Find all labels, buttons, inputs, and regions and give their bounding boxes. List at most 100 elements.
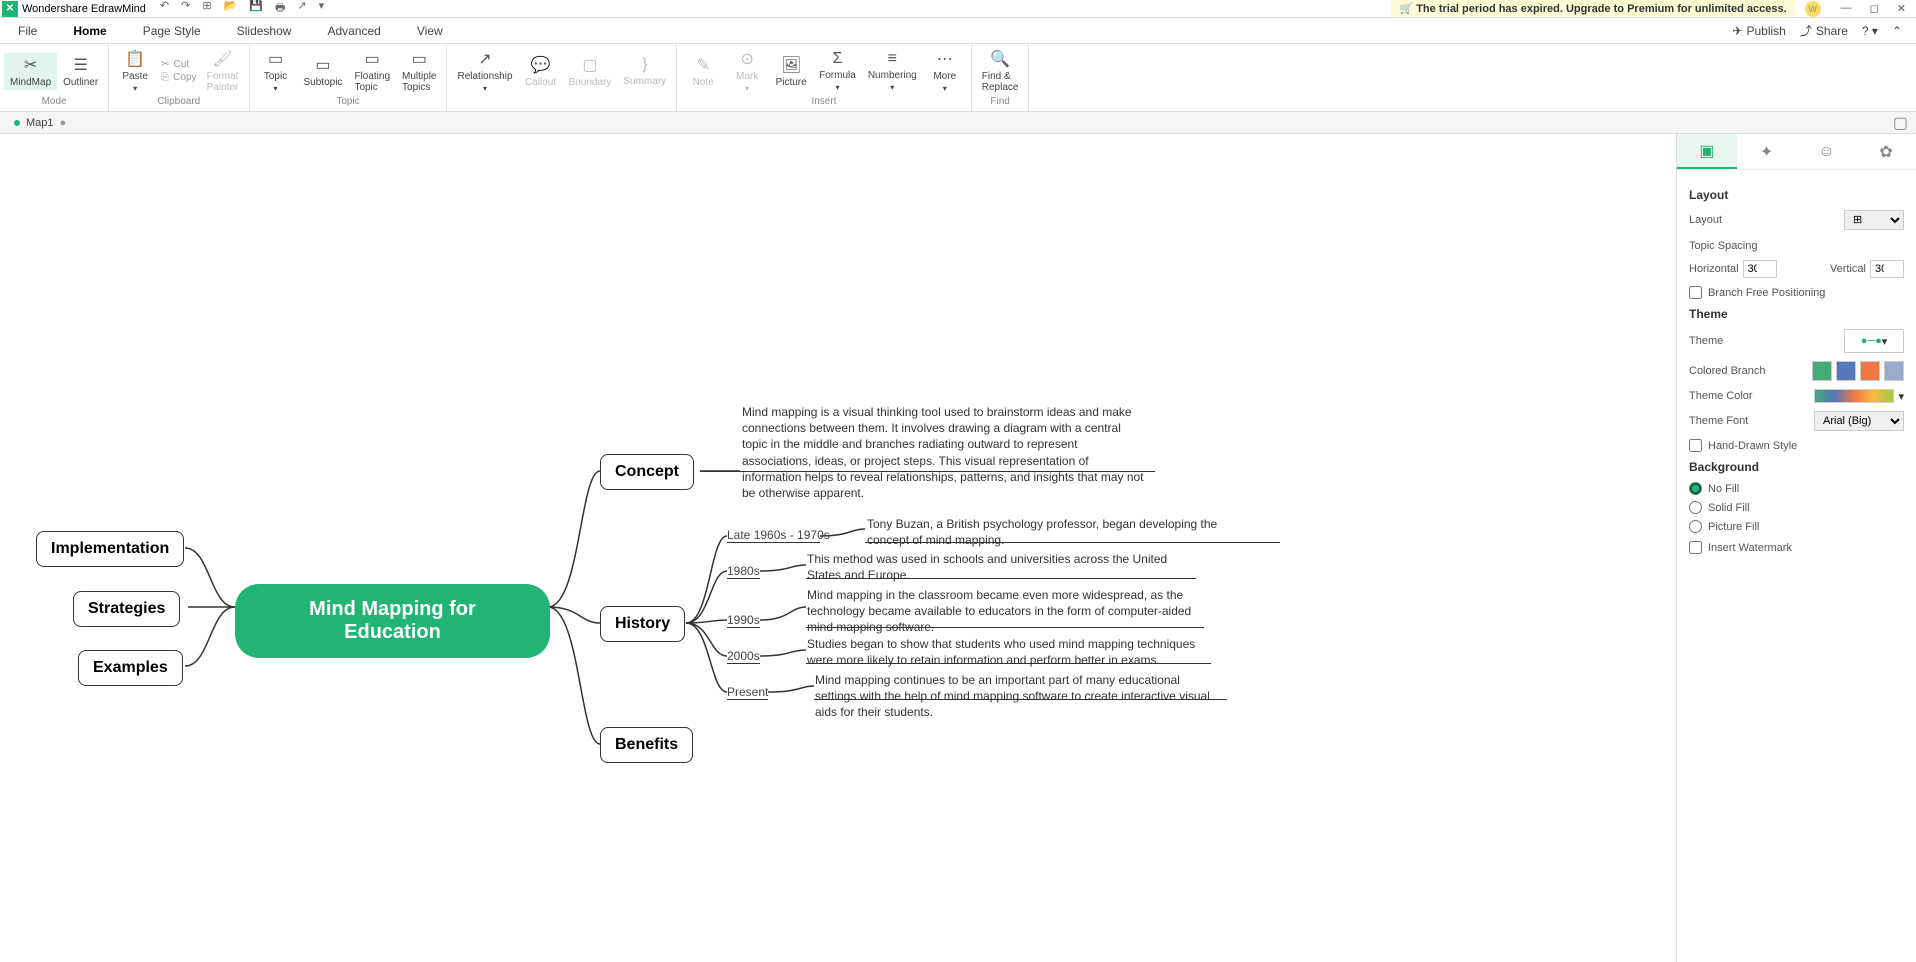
history-period-4[interactable]: Present xyxy=(727,685,768,699)
node-concept[interactable]: Concept xyxy=(600,454,694,490)
open-icon[interactable]: 📂 xyxy=(224,0,238,18)
user-avatar[interactable]: W xyxy=(1805,1,1821,17)
main-area: Mind Mapping for Education Implementatio… xyxy=(0,134,1916,962)
node-strategies[interactable]: Strategies xyxy=(73,591,180,627)
export-icon[interactable]: ↗ xyxy=(297,0,306,18)
tab-slideshow[interactable]: Slideshow xyxy=(219,18,310,43)
relationship-icon: ↗ xyxy=(478,49,491,69)
mark-icon: ⊙ xyxy=(740,49,753,69)
watermark-checkbox[interactable] xyxy=(1689,541,1702,554)
history-text-0[interactable]: Tony Buzan, a British psychology profess… xyxy=(867,516,1262,548)
horizontal-label: Horizontal xyxy=(1689,263,1739,275)
theme-font-select[interactable]: Arial (Big) xyxy=(1814,411,1904,431)
theme-label: Theme xyxy=(1689,335,1723,347)
history-period-1[interactable]: 1980s xyxy=(727,564,760,578)
floating-topic-button[interactable]: ▭Floating Topic xyxy=(348,47,396,95)
tab-home[interactable]: Home xyxy=(55,18,124,43)
copy-button[interactable]: ⎘Copy xyxy=(161,72,196,83)
format-painter-icon: 🖌 xyxy=(212,49,232,69)
tab-file[interactable]: File xyxy=(0,18,55,43)
no-fill-radio[interactable] xyxy=(1689,482,1702,495)
callout-button[interactable]: 💬Callout xyxy=(519,53,563,90)
panel-tab-icon[interactable]: ☺ xyxy=(1797,134,1857,169)
swatch-1[interactable] xyxy=(1812,361,1832,381)
swatch-4[interactable] xyxy=(1884,361,1904,381)
qat-dropdown-icon[interactable]: ▾ xyxy=(319,0,325,18)
multiple-topics-button[interactable]: ▭Multiple Topics xyxy=(396,47,442,95)
app-logo-icon: ✕ xyxy=(2,1,18,17)
paste-button[interactable]: 📋Paste▾ xyxy=(113,47,157,95)
picture-button[interactable]: 🖼Picture xyxy=(769,53,813,90)
panel-tab-clipart[interactable]: ✿ xyxy=(1856,134,1916,169)
undo-icon[interactable]: ↶ xyxy=(160,0,169,18)
theme-color-label: Theme Color xyxy=(1689,390,1753,402)
theme-color-dropdown-icon[interactable]: ▾ xyxy=(1898,390,1904,403)
doctab-close-icon[interactable]: ● xyxy=(60,117,67,129)
doctab-map1[interactable]: Map1 ● xyxy=(4,117,76,129)
print-icon[interactable]: 🖶 xyxy=(275,0,285,18)
panel-body: Layout Layout ⊞ Topic Spacing Horizontal… xyxy=(1677,170,1916,962)
history-period-0[interactable]: Late 1960s - 1970s xyxy=(727,528,830,542)
mindmap-button[interactable]: ✂MindMap xyxy=(4,53,57,90)
canvas[interactable]: Mind Mapping for Education Implementatio… xyxy=(0,134,1676,962)
find-replace-button[interactable]: 🔍Find & Replace xyxy=(976,47,1025,95)
node-implementation[interactable]: Implementation xyxy=(36,531,184,567)
picture-fill-label: Picture Fill xyxy=(1708,521,1759,533)
formula-button[interactable]: ΣFormula▾ xyxy=(813,48,862,94)
branch-free-checkbox[interactable] xyxy=(1689,286,1702,299)
solid-fill-radio[interactable] xyxy=(1689,501,1702,514)
mark-button[interactable]: ⊙Mark▾ xyxy=(725,47,769,95)
note-button[interactable]: ✎Note xyxy=(681,53,725,90)
help-dropdown[interactable]: ? ▾ xyxy=(1862,24,1878,38)
numbering-button[interactable]: ≡Numbering▾ xyxy=(862,48,923,94)
panel-tab-style[interactable]: ✦ xyxy=(1737,134,1797,169)
node-history[interactable]: History xyxy=(600,606,685,642)
redo-icon[interactable]: ↷ xyxy=(181,0,190,18)
find-icon: 🔍 xyxy=(990,49,1010,69)
horizontal-input[interactable] xyxy=(1743,260,1777,278)
trial-banner[interactable]: 🛒 The trial period has expired. Upgrade … xyxy=(1391,0,1794,17)
vertical-input[interactable] xyxy=(1870,260,1904,278)
summary-button[interactable]: }Summary xyxy=(617,54,672,89)
hand-drawn-checkbox[interactable] xyxy=(1689,439,1702,452)
swatch-3[interactable] xyxy=(1860,361,1880,381)
node-benefits[interactable]: Benefits xyxy=(600,727,693,763)
subtopic-button[interactable]: ▭Subtopic xyxy=(298,53,349,90)
more-button[interactable]: ⋯More▾ xyxy=(923,47,967,95)
publish-button[interactable]: ✈Publish xyxy=(1732,24,1785,38)
theme-color-bar[interactable] xyxy=(1814,389,1894,403)
relationship-button[interactable]: ↗Relationship▾ xyxy=(451,47,518,95)
central-topic[interactable]: Mind Mapping for Education xyxy=(235,584,550,658)
new-icon[interactable]: ⊞ xyxy=(202,0,211,18)
format-painter-button[interactable]: 🖌Format Painter xyxy=(201,47,245,95)
ribbon: ✂MindMap ☰Outliner Mode 📋Paste▾ ✂Cut ⎘Co… xyxy=(0,44,1916,112)
tab-view[interactable]: View xyxy=(399,18,461,43)
menu-tabs: File Home Page Style Slideshow Advanced … xyxy=(0,18,1916,44)
side-panel: ▣ ✦ ☺ ✿ Layout Layout ⊞ Topic Spacing Ho… xyxy=(1676,134,1916,962)
minimize-icon[interactable]: — xyxy=(1841,2,1852,15)
layout-select[interactable]: ⊞ xyxy=(1844,210,1904,230)
ribbon-group-insert: ✎Note ⊙Mark▾ 🖼Picture ΣFormula▾ ≡Numberi… xyxy=(677,44,972,111)
swatch-2[interactable] xyxy=(1836,361,1856,381)
history-text-2[interactable]: Mind mapping in the classroom became eve… xyxy=(807,587,1200,636)
save-icon[interactable]: 💾 xyxy=(249,0,263,18)
panel-tab-page[interactable]: ▣ xyxy=(1677,134,1737,169)
history-text-4[interactable]: Mind mapping continues to be an importan… xyxy=(815,672,1223,721)
collapse-ribbon-icon[interactable]: ⌃ xyxy=(1892,24,1902,38)
panel-toggle-icon[interactable]: ▢ xyxy=(1885,113,1916,133)
history-period-2[interactable]: 1990s xyxy=(727,613,760,627)
topic-button[interactable]: ▭Topic▾ xyxy=(254,47,298,95)
outliner-button[interactable]: ☰Outliner xyxy=(57,53,104,90)
cut-button[interactable]: ✂Cut xyxy=(161,59,196,70)
history-period-3[interactable]: 2000s xyxy=(727,649,760,663)
boundary-button[interactable]: ▢Boundary xyxy=(563,53,618,90)
theme-select[interactable]: ●─● ▾ xyxy=(1844,329,1904,353)
tab-page-style[interactable]: Page Style xyxy=(125,18,219,43)
close-icon[interactable]: ✕ xyxy=(1897,2,1906,15)
concept-text[interactable]: Mind mapping is a visual thinking tool u… xyxy=(742,404,1147,501)
node-examples[interactable]: Examples xyxy=(78,650,183,686)
share-button[interactable]: ⤴Share xyxy=(1800,22,1848,39)
maximize-icon[interactable]: ◻ xyxy=(1870,2,1879,15)
picture-fill-radio[interactable] xyxy=(1689,520,1702,533)
tab-advanced[interactable]: Advanced xyxy=(309,18,398,43)
